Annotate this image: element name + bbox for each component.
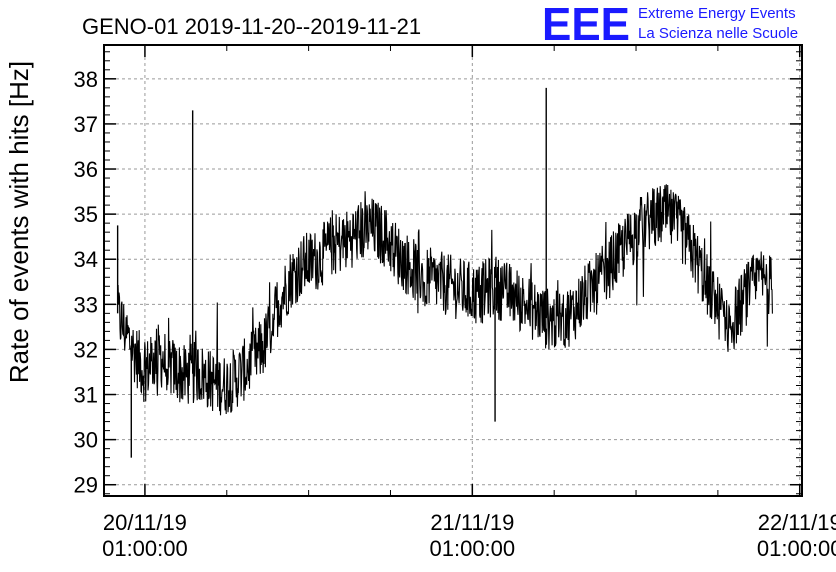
y-tick-label: 38 xyxy=(74,67,98,92)
chart-title: GENO-01 2019-11-20--2019-11-21 xyxy=(82,14,421,39)
axes-group xyxy=(103,44,803,497)
logo-eee-text: EEE xyxy=(542,0,630,50)
y-tick-label: 34 xyxy=(74,247,98,272)
eee-logo: EEE Extreme Energy Events La Scienza nel… xyxy=(542,0,798,50)
y-tick-label: 30 xyxy=(74,428,98,453)
y-tick-label: 32 xyxy=(74,337,98,362)
series-group xyxy=(116,87,773,458)
y-tick-label: 29 xyxy=(74,473,98,498)
y-tick-label: 36 xyxy=(74,157,98,182)
grid-lines xyxy=(104,45,802,496)
x-tick-date: 21/11/19 xyxy=(430,510,514,535)
x-tick-time: 01:00:00 xyxy=(430,536,516,561)
x-tick-labels: 20/11/1901:00:0021/11/1901:00:0022/11/19… xyxy=(102,510,836,561)
y-tick-labels: 29 30 31 32 33 34 35 36 37 38 xyxy=(74,67,98,498)
y-tick-label: 37 xyxy=(74,112,98,137)
x-tick-date: 20/11/19 xyxy=(103,510,187,535)
plot-frame xyxy=(103,44,803,497)
y-axis-label: Rate of events with hits [Hz] xyxy=(4,61,34,383)
y-tick-label: 33 xyxy=(74,292,98,317)
x-tick-date: 22/11/19 xyxy=(758,510,836,535)
logo-line-2: La Scienza nelle Scuole xyxy=(638,25,798,42)
series-line xyxy=(117,184,773,416)
logo-line-1: Extreme Energy Events xyxy=(638,5,796,22)
y-tick-label: 31 xyxy=(74,383,98,408)
x-tick-time: 01:00:00 xyxy=(102,536,188,561)
y-tick-label: 35 xyxy=(74,202,98,227)
x-tick-time: 01:00:00 xyxy=(757,536,836,561)
